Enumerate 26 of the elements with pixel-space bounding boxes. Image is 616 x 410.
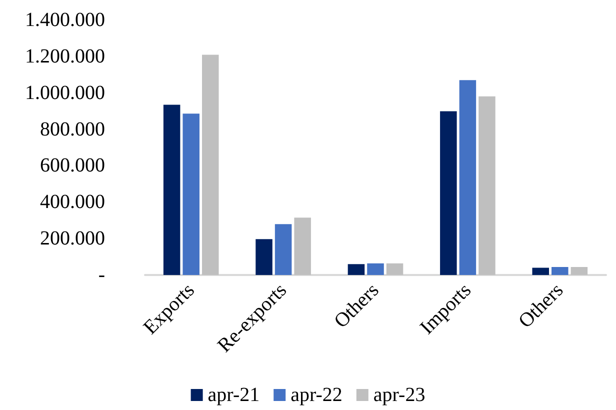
- bar: [274, 224, 292, 275]
- legend-label: apr-23: [373, 384, 426, 406]
- bar: [163, 104, 180, 275]
- y-tick-label: 200.000: [40, 228, 105, 250]
- bar: [202, 54, 219, 275]
- bar: [459, 80, 476, 275]
- y-tick-label: 1.200.000: [25, 45, 105, 68]
- bar: [552, 266, 568, 275]
- bar: [440, 111, 457, 275]
- bar: [182, 114, 200, 275]
- bar: [478, 96, 496, 275]
- legend-label: apr-21: [208, 384, 260, 406]
- bar: [294, 218, 311, 275]
- legend-label: apr-22: [290, 384, 342, 406]
- y-tick-label: 1.000.000: [25, 82, 105, 104]
- y-tick-label: 1.400.000: [25, 9, 105, 31]
- bar: [348, 264, 365, 275]
- bar: [386, 263, 404, 275]
- bar: [256, 239, 272, 275]
- bar: [367, 263, 384, 275]
- y-tick-label: 800.000: [40, 118, 105, 140]
- bar: [570, 266, 588, 275]
- bar: [532, 268, 550, 275]
- y-tick-label: -: [98, 264, 105, 286]
- y-tick-label: 600.000: [40, 154, 105, 177]
- y-tick-label: 400.000: [40, 191, 105, 214]
